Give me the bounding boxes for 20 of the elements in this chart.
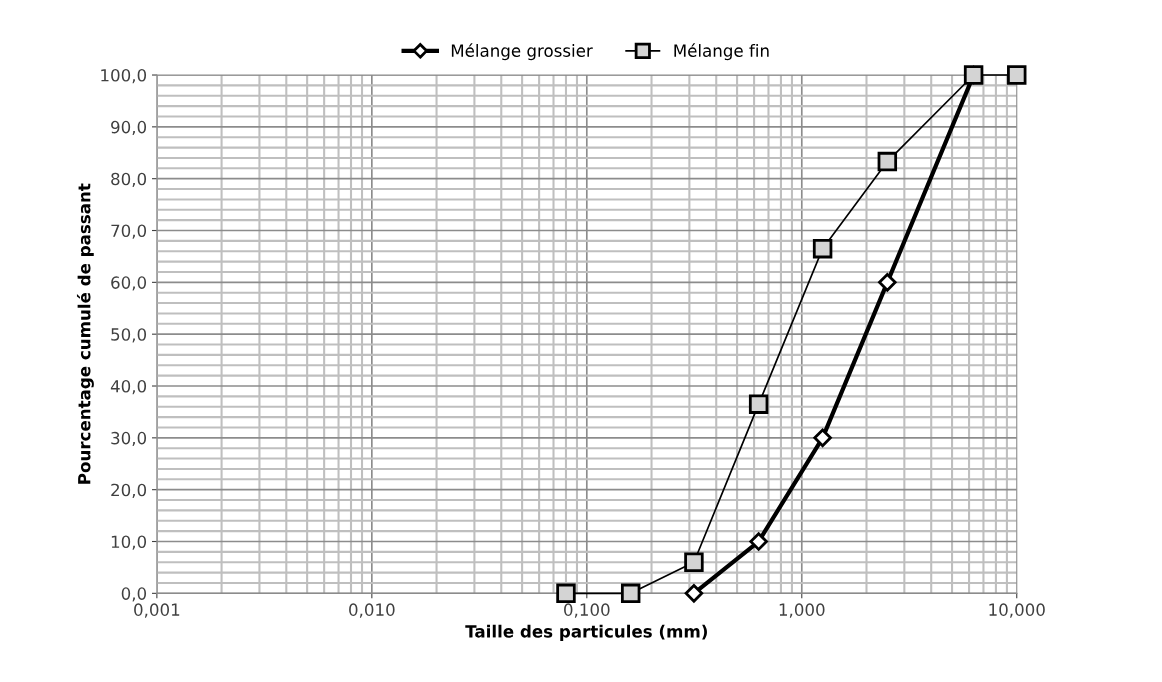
y-tick-label: 60,0 [111,276,147,291]
legend-label: Mélange fin [674,43,769,61]
y-tick-label: 90,0 [111,120,147,136]
y-tick-label: 30,0 [111,431,147,447]
x-tick-label: 1,000 [779,603,825,618]
x-tick-label: 10,000 [989,603,1045,618]
y-tick-label: 40,0 [110,379,147,395]
y-tick-label: 10,0 [111,535,147,550]
y-tick-label: 70,0 [111,224,147,239]
legend-label: Mélange grossier [451,43,593,61]
y-tick-label: 100,0 [101,68,147,84]
x-tick-label: 0,100 [564,603,610,618]
y-tick-label: 0,0 [121,587,147,602]
x-tick-label: 0,001 [134,603,180,618]
y-tick-label: 20,0 [111,483,147,498]
x-axis-title: Taille des particules (mm) [465,624,707,641]
y-axis-title: Pourcentage cumulé de passant [76,183,94,484]
y-tick-label: 80,0 [111,172,147,187]
x-tick-label: 0,010 [349,603,395,618]
y-tick-label: 50,0 [111,328,147,343]
